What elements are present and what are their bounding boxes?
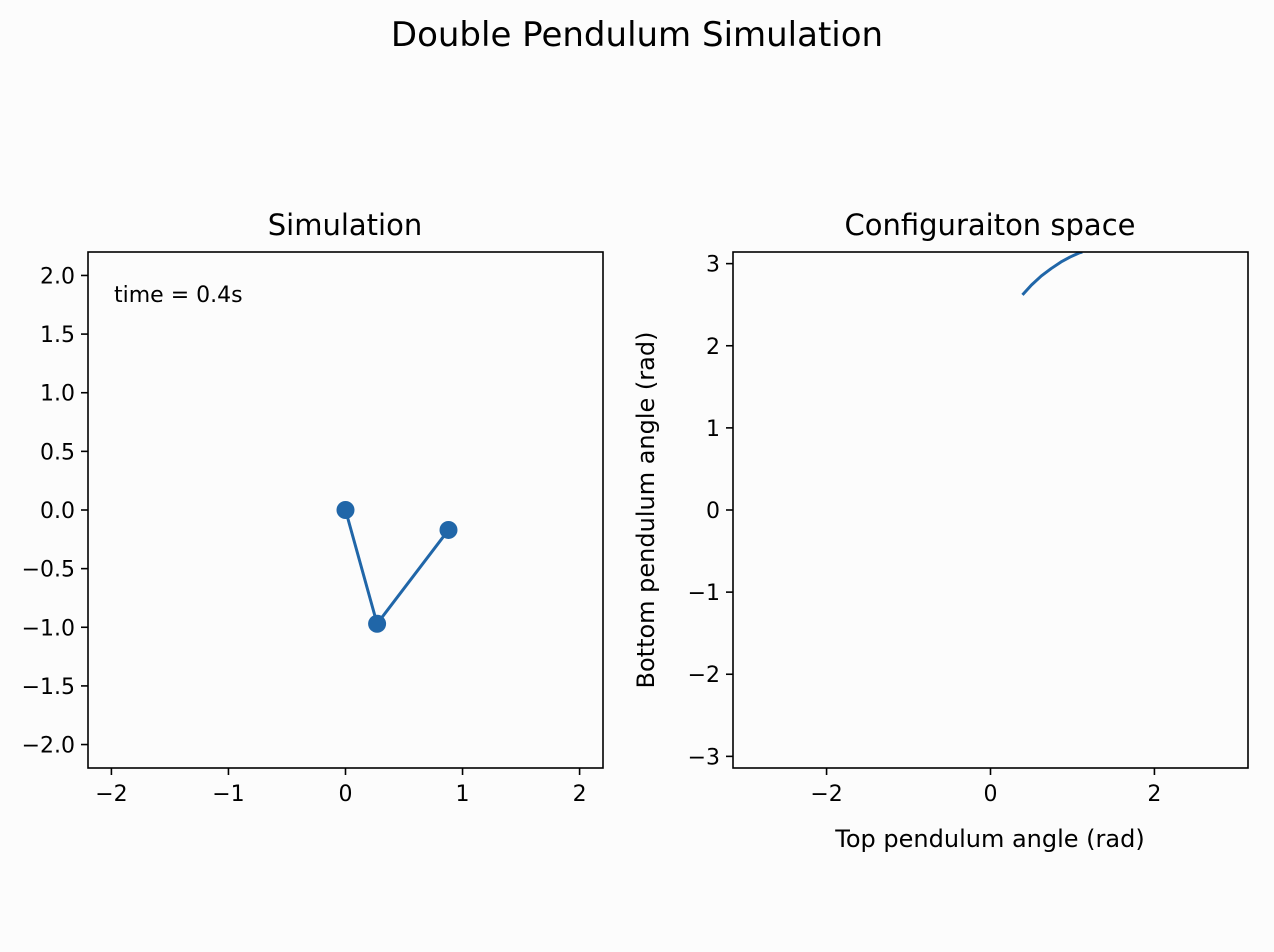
config-y-tick-label: 3 [706, 253, 720, 278]
simulation-title: Simulation [268, 208, 422, 242]
simulation-point-2 [439, 520, 458, 539]
config-x-axis-label: Top pendulum angle (rad) [834, 825, 1144, 853]
simulation-x-tick-label: −2 [95, 782, 127, 807]
config-x-tick-label: 0 [984, 782, 998, 807]
simulation-x-tick-label: 0 [339, 782, 353, 807]
simulation-y-tick-label: 0.5 [40, 440, 75, 465]
config-x-tick-label: −2 [810, 782, 842, 807]
simulation-y-tick-label: 0.0 [40, 499, 75, 524]
config-x-tick-label: 2 [1147, 782, 1161, 807]
config-y-tick-label: −1 [688, 581, 720, 606]
config-y-axis-label: Bottom pendulum angle (rad) [632, 332, 660, 689]
config-y-tick-label: −2 [688, 663, 720, 688]
simulation-y-tick-label: 2.0 [40, 264, 75, 289]
config-y-tick-label: −3 [688, 745, 720, 770]
simulation-x-tick-label: 2 [573, 782, 587, 807]
configuration-space-title: Configuraiton space [845, 208, 1136, 242]
simulation-y-tick-label: 1.0 [40, 382, 75, 407]
config-y-tick-label: 0 [706, 499, 720, 524]
config-y-tick-label: 2 [706, 335, 720, 360]
simulation-y-tick-label: −1.0 [22, 616, 75, 641]
config-y-tick-label: 1 [706, 417, 720, 442]
time-annotation: time = 0.4s [114, 283, 243, 308]
simulation-y-tick-label: 1.5 [40, 323, 75, 348]
config-series-line [1021, 252, 1083, 296]
simulation-y-tick-label: −1.5 [22, 675, 75, 700]
simulation-axes: Simulation time = 0.4s −2 −1 0 1 2 2.0 1.5 1.0 0… [22, 208, 604, 807]
figure-suptitle: Double Pendulum Simulation [391, 15, 883, 55]
simulation-x-tick-label: −1 [212, 782, 244, 807]
simulation-x-tick-label: 1 [456, 782, 470, 807]
simulation-y-tick-label: −0.5 [22, 558, 75, 583]
simulation-point-0 [336, 501, 355, 519]
simulation-point-1 [368, 614, 387, 633]
configuration-space-axes: Configuraiton space Top pendulum angle (… [632, 208, 1249, 853]
simulation-y-tick-label: −2.0 [22, 734, 75, 759]
